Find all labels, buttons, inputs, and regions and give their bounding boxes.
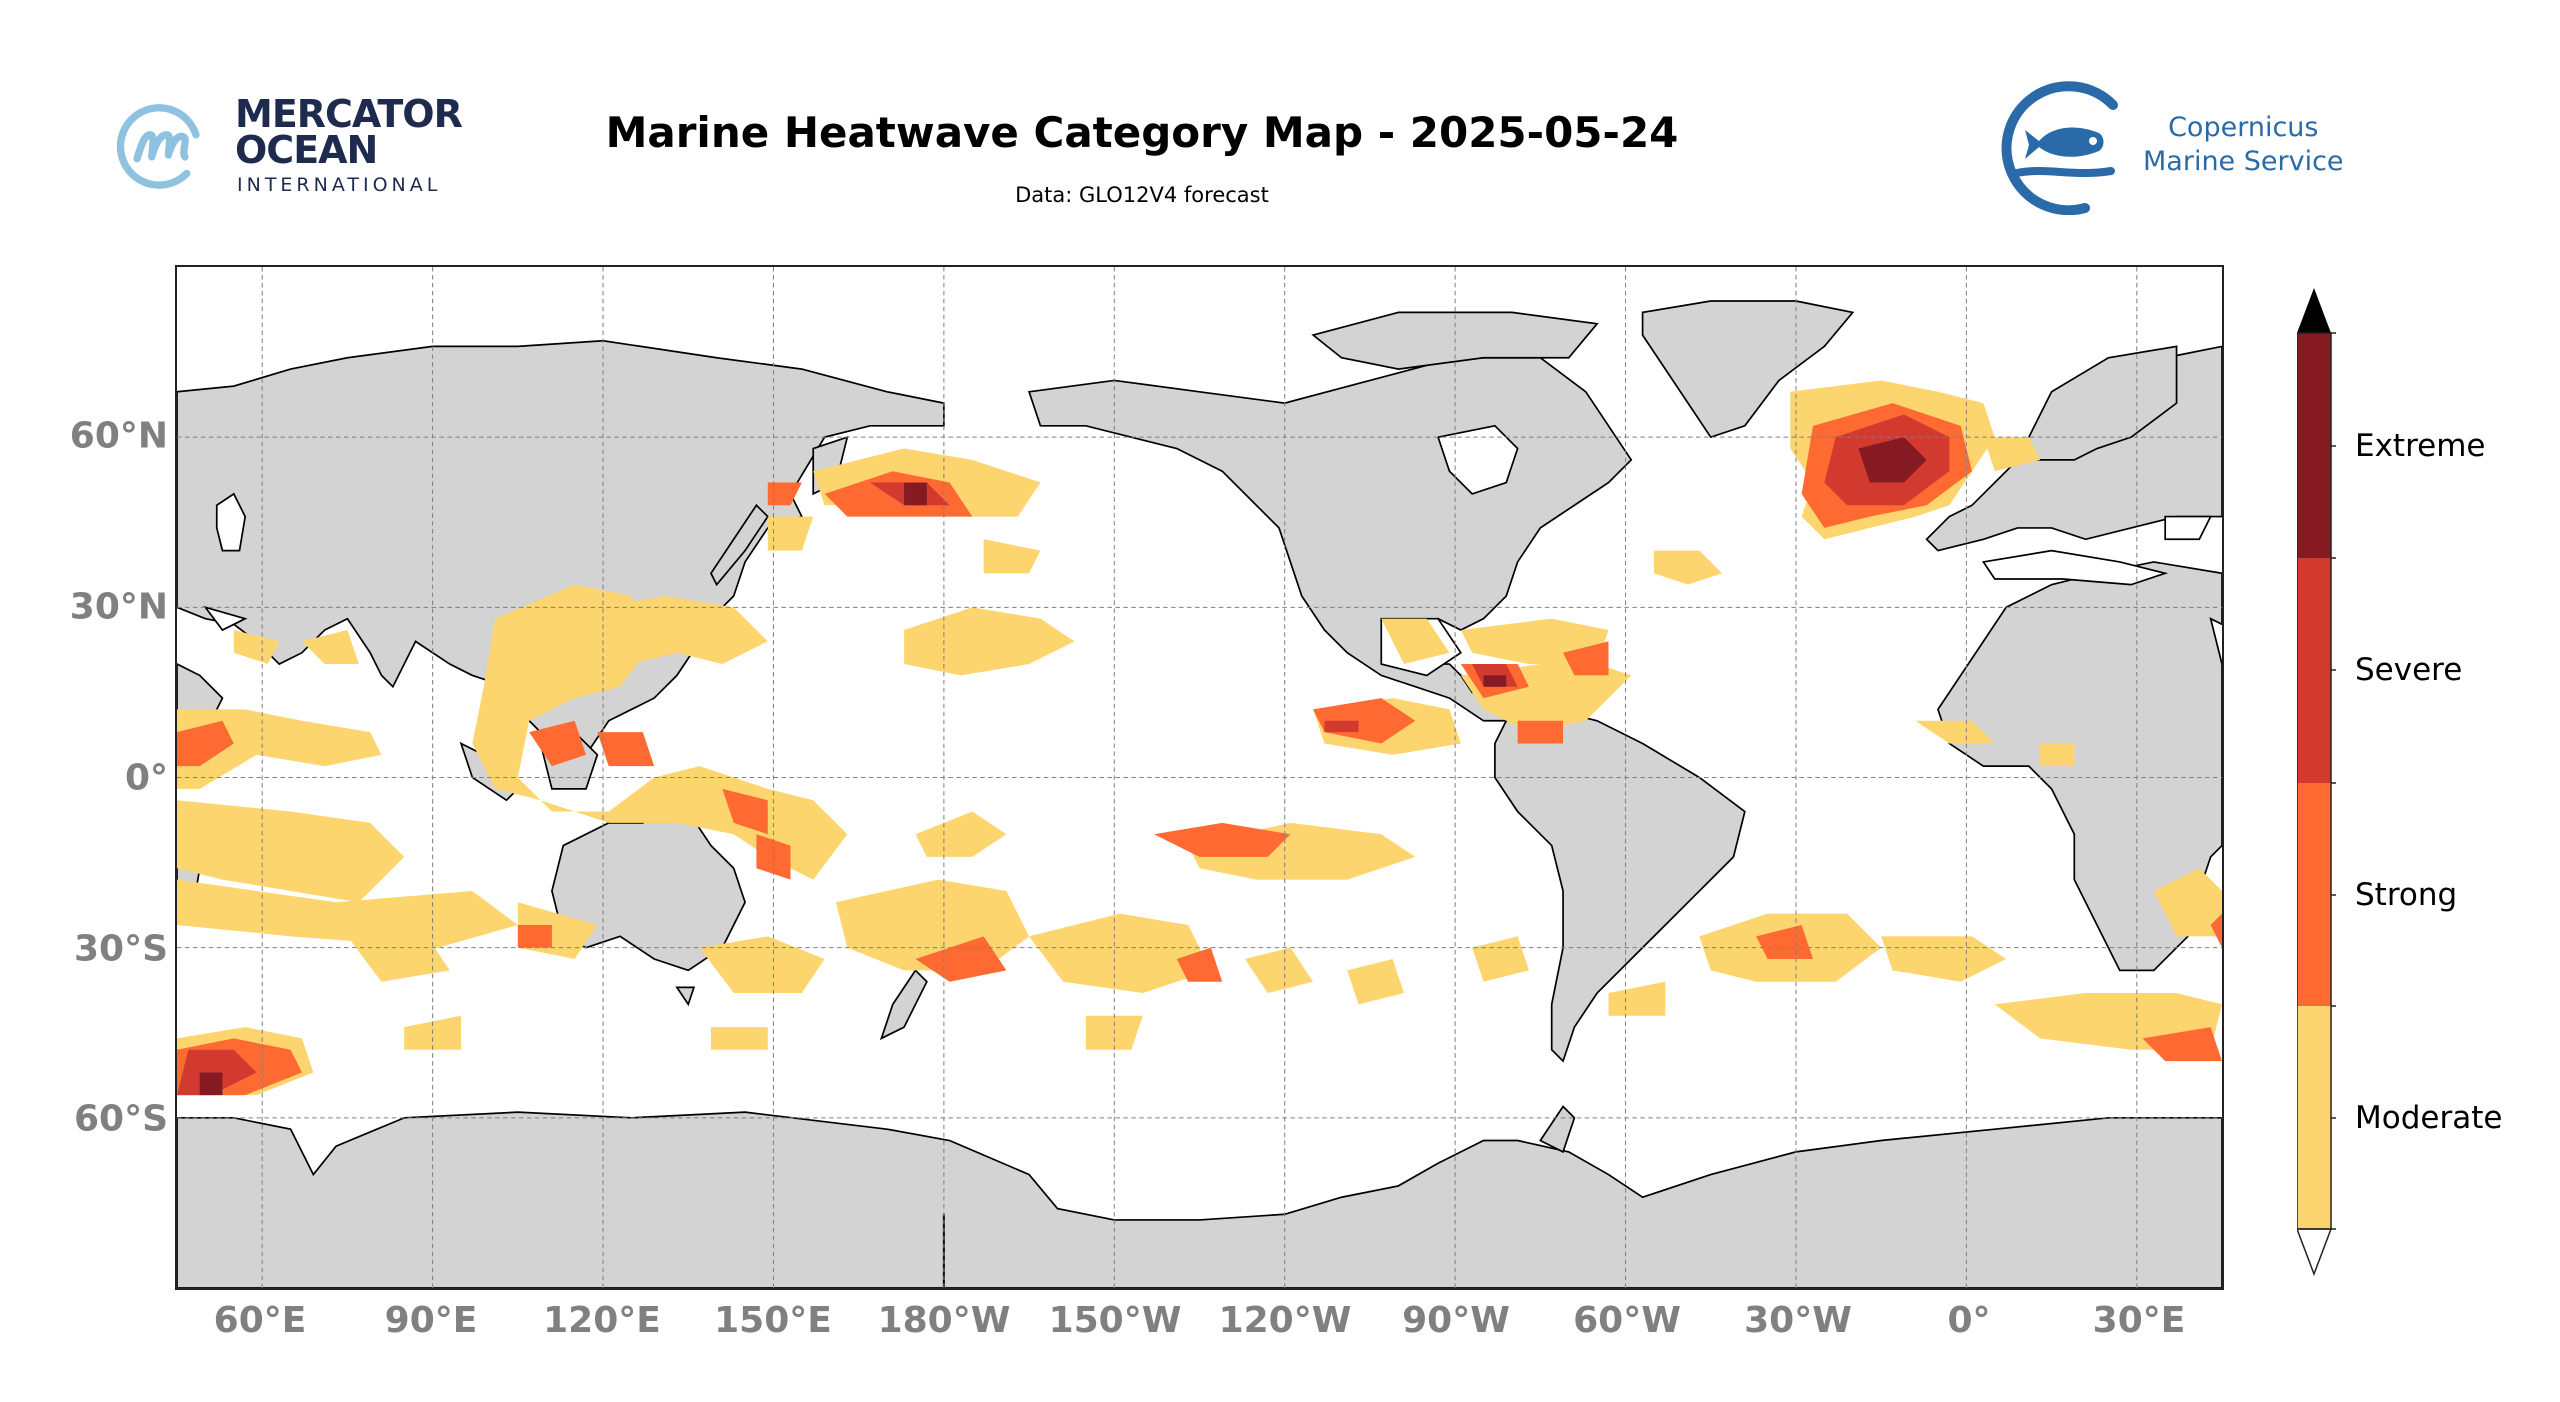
map-plot-area <box>175 265 2224 1290</box>
colorbar-moderate <box>2297 1006 2331 1229</box>
mercator-line3: INTERNATIONAL <box>237 174 442 196</box>
colorbar-over-arrow <box>2297 288 2331 333</box>
lon-tick-60w: 60°W <box>1573 1300 1681 1341</box>
lon-tick-120e: 120°E <box>543 1300 661 1341</box>
colorbar-under-arrow <box>2297 1228 2333 1277</box>
colorbar-severe <box>2297 558 2331 783</box>
mercator-ocean-logo: MERCATOR OCEAN INTERNATIONAL <box>115 92 475 207</box>
lon-tick-90w: 90°W <box>1402 1300 1510 1341</box>
lat-tick-60n: 60°N <box>69 415 168 457</box>
lon-tick-90e: 90°E <box>384 1300 478 1341</box>
lat-tick-30s: 30°S <box>73 928 168 970</box>
land-antarctica <box>177 1111 2222 1288</box>
persian-gulf <box>203 605 248 632</box>
colorbar-label-strong: Strong <box>2355 877 2458 913</box>
caspian-sea <box>215 492 247 552</box>
land-japan <box>709 503 769 587</box>
mercator-line2: OCEAN <box>235 128 378 172</box>
lat-tick-0: 0° <box>124 757 168 799</box>
copernicus-fish-icon <box>2001 81 2118 215</box>
copernicus-line2: Marine Service <box>2143 146 2344 177</box>
inland-waters <box>203 424 2222 677</box>
lat-tick-60s: 60°S <box>73 1098 168 1140</box>
lon-tick-180w: 180°W <box>877 1300 1011 1341</box>
mercator-line1: MERCATOR <box>235 92 463 136</box>
colorbar <box>2297 288 2336 1277</box>
colorbar-label-severe: Severe <box>2355 652 2463 688</box>
land-greenland <box>1641 300 1855 439</box>
chart-subtitle: Data: GLO12V4 forecast <box>1015 183 1269 207</box>
copernicus-wordmark: Copernicus Marine Service <box>2143 111 2344 179</box>
heatwave-extreme <box>199 437 1927 1096</box>
lon-tick-30e: 30°E <box>2092 1300 2186 1341</box>
colorbar-label-moderate: Moderate <box>2355 1100 2503 1136</box>
colorbar-strong <box>2297 783 2331 1006</box>
colorbar-label-extreme: Extreme <box>2355 428 2486 464</box>
mediterranean <box>1981 549 2169 586</box>
land-antarctic-peninsula <box>1539 1105 1576 1154</box>
copernicus-line1: Copernicus <box>2168 112 2319 143</box>
chart-title: Marine Heatwave Category Map - 2025-05-2… <box>605 108 1679 157</box>
copernicus-marine-logo: Copernicus Marine Service <box>1995 75 2375 215</box>
land-south-america <box>1494 708 1746 1063</box>
lat-tick-30n: 30°N <box>69 586 168 628</box>
lon-tick-150w: 150°W <box>1048 1300 1182 1341</box>
colorbar-extreme <box>2297 333 2331 558</box>
lon-tick-150e: 150°E <box>714 1300 832 1341</box>
lon-tick-120w: 120°W <box>1218 1300 1352 1341</box>
red-sea <box>2209 617 2222 668</box>
lon-tick-30w: 30°W <box>1744 1300 1852 1341</box>
land-eurasia <box>177 339 945 768</box>
black-sea <box>2164 515 2213 541</box>
lon-tick-60e: 60°E <box>213 1300 307 1341</box>
gridlines <box>177 267 2222 1288</box>
mercator-m-icon <box>116 104 200 189</box>
hudson-bay <box>1436 424 1519 495</box>
land-new-zealand <box>879 969 928 1041</box>
land-tasmania <box>675 986 696 1007</box>
mercator-ocean-wordmark: MERCATOR OCEAN <box>235 92 463 172</box>
lon-tick-0: 0° <box>1947 1300 1991 1341</box>
heatwave-moderate <box>177 380 2222 1096</box>
world-map <box>177 267 2222 1288</box>
